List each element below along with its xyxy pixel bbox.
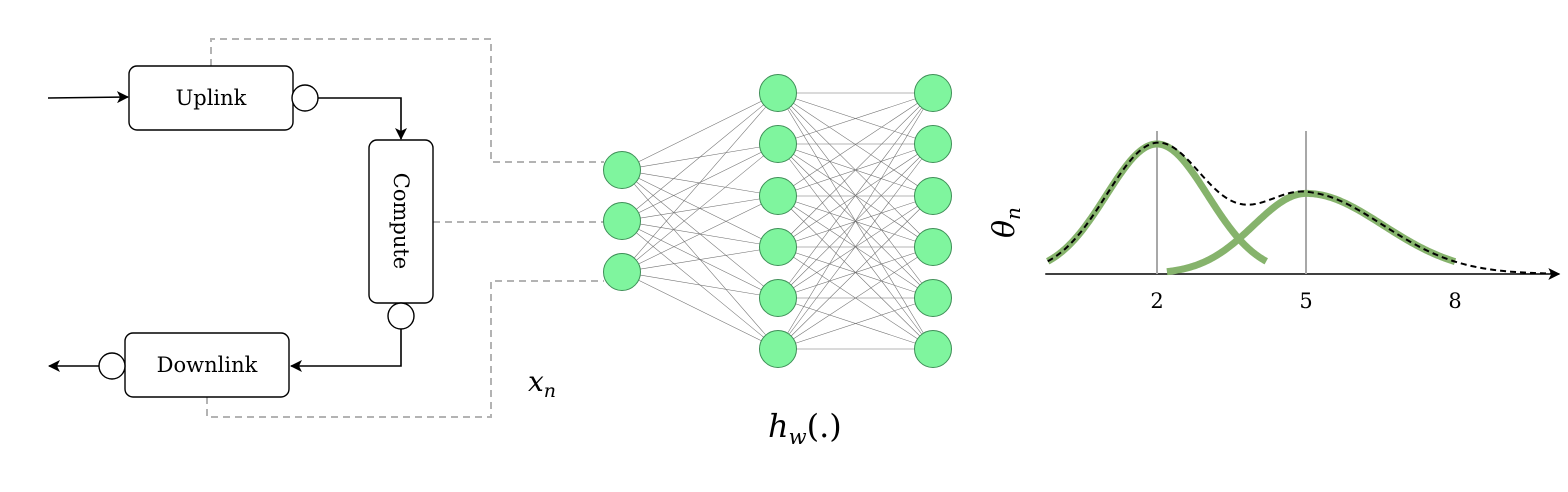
neuron-layer1 (603, 151, 641, 189)
network-edge (621, 143, 779, 273)
neuron-layer3 (914, 279, 952, 317)
downlink-label: Downlink (157, 353, 258, 377)
uplink-label: Uplink (176, 86, 247, 110)
network-edge (621, 92, 779, 222)
dashed-link-uplink (210, 38, 604, 163)
compute-block[interactable]: Compute (368, 139, 434, 304)
output-parameter-label: θn (987, 207, 1025, 238)
neuron-layer2 (759, 177, 797, 215)
neuron-layer2 (759, 74, 797, 112)
neuron-layer3 (914, 228, 952, 266)
uplink-output-port (291, 84, 319, 112)
downlink-block[interactable]: Downlink (124, 332, 290, 398)
x-tick-label: 2 (1150, 289, 1163, 313)
network-edge (777, 143, 934, 350)
neuron-layer3 (914, 125, 952, 163)
network-edge (621, 92, 779, 171)
network-edge (621, 271, 779, 350)
network-function-label: hw(.) (768, 407, 842, 449)
network-edge (621, 195, 779, 222)
input-arrow (47, 91, 129, 104)
dashed-connectors (206, 38, 604, 418)
compute-to-downlink-arrow (290, 329, 402, 372)
network-edge (777, 92, 934, 299)
input-variable-label: xn (528, 365, 556, 402)
dashed-link-downlink (206, 280, 604, 418)
distribution-plot: 2 5 8 (1045, 131, 1561, 313)
signal-wires (47, 91, 407, 372)
network-edge (777, 195, 934, 350)
downlink-output-port (98, 352, 126, 380)
network-connections (621, 92, 934, 350)
x-tick-label: 5 (1299, 289, 1312, 313)
network-edge (621, 271, 779, 299)
neuron-layer1 (603, 202, 641, 240)
neuron-layer1 (603, 253, 641, 291)
network-edge (777, 246, 934, 350)
network-edge (621, 246, 779, 273)
compute-output-port (387, 302, 415, 330)
neural-network (603, 74, 952, 368)
neuron-layer3 (914, 177, 952, 215)
network-edge (777, 92, 934, 248)
network-edge (777, 195, 934, 299)
component-curve-1 (1046, 140, 1268, 265)
neuron-layer2 (759, 125, 797, 163)
neuron-layer3 (914, 330, 952, 368)
uplink-to-compute-arrow (318, 97, 407, 140)
compute-label: Compute (389, 173, 413, 269)
network-edge (621, 169, 779, 197)
network-edge (621, 195, 779, 273)
network-edge (777, 92, 934, 197)
neuron-layer2 (759, 279, 797, 317)
neuron-layer2 (759, 228, 797, 266)
neuron-layer3 (914, 74, 952, 112)
neuron-layer2 (759, 330, 797, 368)
mixture-curve (1047, 141, 1555, 275)
uplink-block[interactable]: Uplink (128, 65, 294, 131)
network-edge (777, 92, 934, 145)
network-edge (777, 92, 934, 350)
network-edge (777, 297, 934, 350)
x-tick-label: 8 (1448, 289, 1461, 313)
network-edge (621, 92, 779, 273)
